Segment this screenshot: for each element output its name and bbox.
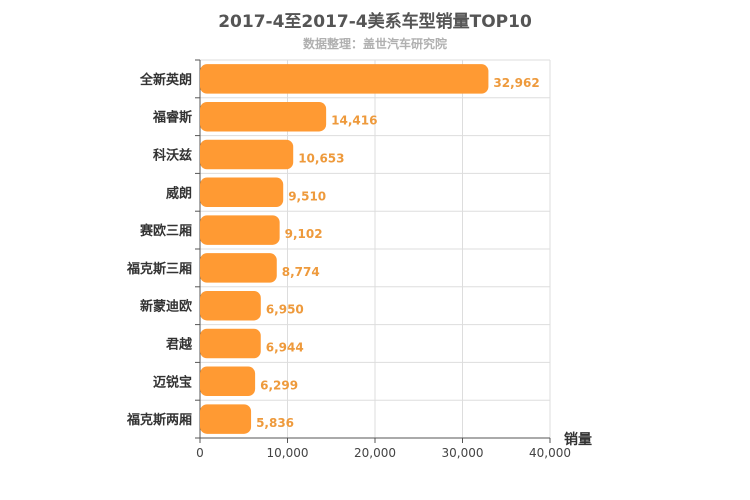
chart-subtitle: 数据整理：盖世汽车研究院 (302, 37, 447, 51)
category-label: 君越 (166, 337, 193, 353)
category-label: 福克斯三厢 (126, 261, 192, 277)
bar (200, 64, 489, 94)
chart-title: 2017-4至2017-4美系车型销量TOP10 (218, 12, 532, 32)
category-label: 迈锐宝 (153, 374, 192, 390)
category-label: 威朗 (166, 185, 192, 201)
category-label: 科沃兹 (153, 148, 192, 164)
bar (200, 215, 280, 245)
value-label: 10,653 (298, 152, 344, 166)
bar (200, 177, 284, 208)
bar (200, 366, 256, 397)
value-label: 9,510 (288, 189, 326, 203)
bar (200, 404, 252, 434)
value-label: 6,299 (260, 378, 298, 392)
category-label: 新蒙迪欧 (140, 299, 192, 315)
x-tick-label: 10,000 (267, 446, 309, 460)
x-tick-label: 0 (196, 446, 204, 460)
category-label: 全新英朗 (139, 72, 192, 88)
x-axis-title: 销量 (564, 431, 592, 448)
bar (200, 290, 261, 321)
bar (200, 101, 327, 132)
bar (200, 253, 277, 283)
category-label: 赛欧三厢 (139, 223, 192, 239)
bar (200, 328, 261, 359)
value-label: 32,962 (493, 76, 539, 90)
value-label: 9,102 (285, 227, 323, 241)
x-tick-label: 40,000 (529, 446, 571, 460)
category-label: 福睿斯 (152, 110, 192, 126)
value-label: 5,836 (256, 416, 294, 430)
category-label: 福克斯两厢 (126, 412, 192, 428)
value-label: 8,774 (282, 265, 320, 279)
value-label: 6,944 (266, 341, 304, 355)
x-tick-label: 20,000 (354, 446, 396, 460)
value-label: 6,950 (266, 303, 304, 317)
bar (200, 139, 294, 170)
x-tick-label: 30,000 (442, 446, 484, 460)
value-label: 14,416 (331, 114, 377, 128)
